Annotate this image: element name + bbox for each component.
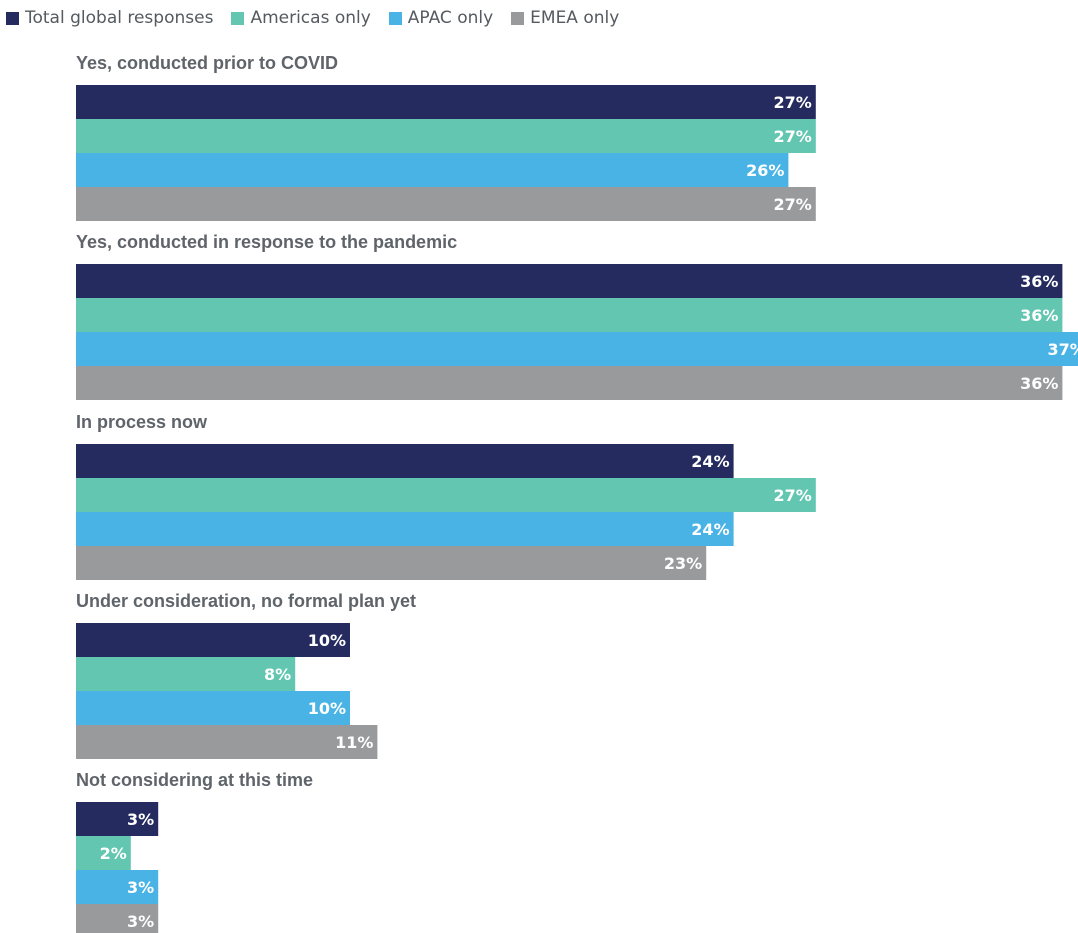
bar-americas-only-4	[76, 657, 296, 691]
bar-apac-only-2	[76, 332, 1078, 366]
bar-total-global-responses-1	[76, 85, 816, 119]
bar-emea-only-2	[76, 366, 1063, 400]
bar-apac-only-1	[76, 153, 789, 187]
bar-emea-only-4	[76, 725, 378, 759]
data-label-americas-only-5: 2%	[100, 844, 127, 863]
legend-item-total-global: Total global responses	[6, 8, 213, 28]
bar-apac-only-3	[76, 512, 734, 546]
chart-legend: Total global responses Americas only APA…	[6, 6, 637, 30]
data-label-apac-only-4: 10%	[308, 699, 346, 718]
data-label-total-global-responses-3: 24%	[691, 452, 729, 471]
bar-emea-only-1	[76, 187, 816, 221]
bar-total-global-responses-2	[76, 264, 1063, 298]
bar-total-global-responses-4	[76, 623, 350, 657]
legend-label-apac: APAC only	[407, 8, 494, 28]
legend-item-emea: EMEA only	[511, 8, 619, 28]
data-label-emea-only-5: 3%	[127, 912, 154, 931]
legend-swatch-total-global	[6, 11, 19, 25]
category-label-in-process-now: In process now	[76, 412, 208, 432]
bar-apac-only-4	[76, 691, 350, 725]
data-label-total-global-responses-1: 27%	[774, 93, 812, 112]
data-label-emea-only-1: 27%	[774, 195, 812, 214]
category-label-yes-conducted-in-response-to-the-pandemic: Yes, conducted in response to the pandem…	[76, 232, 457, 252]
data-label-americas-only-4: 8%	[264, 665, 291, 684]
category-label-under-consideration-no-formal-plan-yet: Under consideration, no formal plan yet	[76, 591, 416, 611]
legend-item-americas: Americas only	[231, 8, 371, 28]
data-label-total-global-responses-5: 3%	[127, 810, 154, 829]
data-label-apac-only-3: 24%	[691, 520, 729, 539]
bar-total-global-responses-5	[76, 802, 159, 836]
bar-americas-only-1	[76, 119, 816, 153]
data-label-apac-only-2: 37%	[1048, 340, 1078, 359]
bar-americas-only-2	[76, 298, 1063, 332]
data-label-apac-only-1: 26%	[746, 161, 784, 180]
legend-label-total-global: Total global responses	[25, 8, 214, 28]
bar-americas-only-3	[76, 478, 816, 512]
legend-swatch-americas	[231, 11, 245, 25]
category-label-yes-conducted-prior-to-covid: Yes, conducted prior to COVID	[76, 53, 338, 73]
legend-swatch-apac	[388, 11, 402, 25]
bar-apac-only-5	[76, 870, 159, 904]
legend-swatch-emea	[511, 11, 525, 25]
bar-total-global-responses-3	[76, 444, 734, 478]
data-label-americas-only-1: 27%	[774, 127, 812, 146]
data-label-total-global-responses-2: 36%	[1020, 272, 1058, 291]
data-label-americas-only-2: 36%	[1020, 306, 1058, 325]
bar-emea-only-5	[76, 904, 159, 933]
legend-label-americas: Americas only	[250, 8, 371, 28]
legend-item-apac: APAC only	[388, 8, 494, 28]
data-label-emea-only-4: 11%	[335, 733, 373, 752]
data-label-apac-only-5: 3%	[127, 878, 154, 897]
bar-americas-only-5	[76, 836, 131, 870]
data-label-americas-only-3: 27%	[774, 486, 812, 505]
data-label-emea-only-3: 23%	[664, 554, 702, 573]
category-label-not-considering-at-this-time: Not considering at this time	[76, 770, 313, 790]
bar-emea-only-3	[76, 546, 707, 580]
legend-label-emea: EMEA only	[530, 8, 620, 28]
data-label-emea-only-2: 36%	[1020, 374, 1058, 393]
data-label-total-global-responses-4: 10%	[308, 631, 346, 650]
